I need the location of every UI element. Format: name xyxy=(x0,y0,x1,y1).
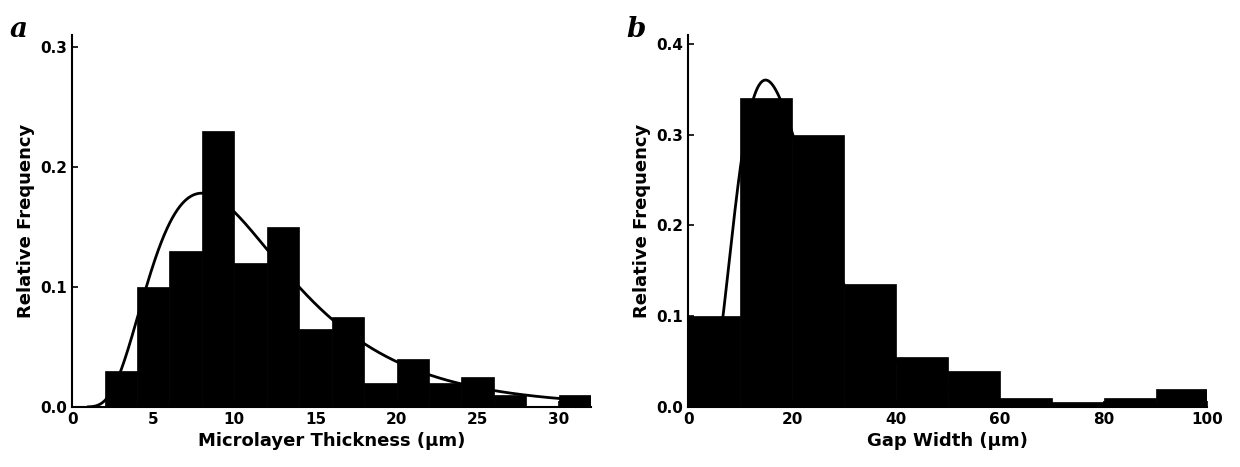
Bar xyxy=(331,317,365,407)
Bar xyxy=(947,371,999,407)
Bar xyxy=(461,377,494,407)
Bar xyxy=(267,227,299,407)
Y-axis label: Relative Frequency: Relative Frequency xyxy=(16,124,35,318)
Bar xyxy=(1052,403,1104,407)
X-axis label: Gap Width (μm): Gap Width (μm) xyxy=(868,432,1028,450)
Bar xyxy=(494,395,526,407)
Bar xyxy=(897,357,947,407)
Bar xyxy=(740,98,792,407)
Bar xyxy=(688,316,740,407)
Bar xyxy=(792,134,844,407)
Bar xyxy=(234,263,267,407)
Bar xyxy=(170,251,202,407)
Bar xyxy=(136,287,170,407)
Bar xyxy=(844,284,897,407)
X-axis label: Microlayer Thickness (μm): Microlayer Thickness (μm) xyxy=(198,432,465,450)
Text: b: b xyxy=(626,16,645,43)
Text: a: a xyxy=(10,16,27,43)
Bar xyxy=(999,398,1052,407)
Bar xyxy=(202,131,234,407)
Bar xyxy=(104,371,136,407)
Y-axis label: Relative Frequency: Relative Frequency xyxy=(632,124,651,318)
Bar xyxy=(429,383,461,407)
Bar xyxy=(299,329,331,407)
Bar xyxy=(1156,389,1208,407)
Bar xyxy=(397,359,429,407)
Bar xyxy=(365,383,397,407)
Bar xyxy=(559,395,591,407)
Bar xyxy=(1104,398,1156,407)
